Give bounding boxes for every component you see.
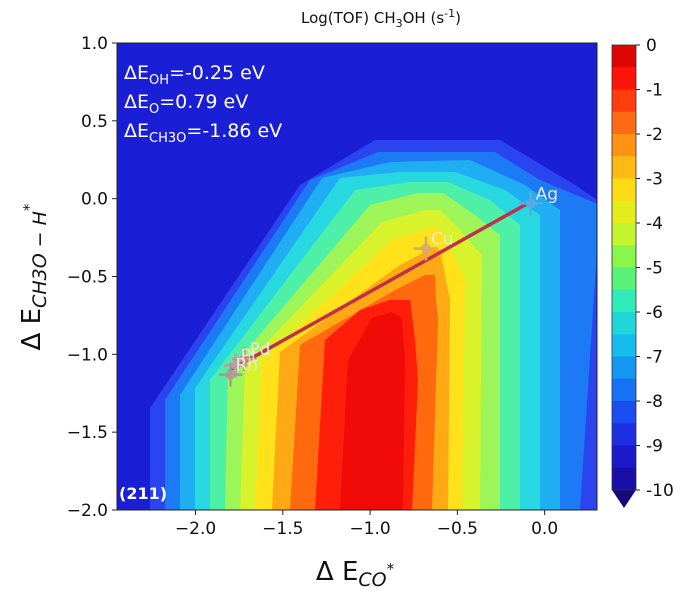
colorbar-extend-arrow bbox=[612, 490, 636, 508]
x-tick-label: −1.5 bbox=[262, 519, 303, 539]
colorbar-segment bbox=[612, 378, 636, 402]
y-tick-label: −1.0 bbox=[67, 345, 108, 365]
colorbar-segment bbox=[612, 89, 636, 113]
colorbar-segment bbox=[612, 467, 636, 491]
colorbar-segment bbox=[612, 445, 636, 469]
colorbar-segment bbox=[612, 245, 636, 268]
y-tick-label: 1.0 bbox=[81, 34, 108, 54]
x-tick-label: 0.0 bbox=[531, 519, 558, 539]
colorbar-segment bbox=[612, 423, 636, 446]
metal-label: Cu bbox=[431, 229, 454, 249]
metal-point-rh: Rh bbox=[218, 356, 258, 387]
y-tick-label: −2.0 bbox=[67, 501, 108, 521]
metal-marker bbox=[225, 369, 236, 380]
colorbar-tick-label: -3 bbox=[646, 170, 663, 190]
scaling-line-group bbox=[228, 200, 533, 372]
y-tick-label: −1.5 bbox=[67, 423, 108, 443]
colorbar bbox=[611, 44, 637, 508]
facet-label: (211) bbox=[119, 484, 167, 503]
colorbar-tick-label: -10 bbox=[646, 481, 674, 501]
colorbar-segment bbox=[612, 289, 636, 313]
heatmap-contours bbox=[150, 140, 597, 510]
y-tick-label: 0.0 bbox=[81, 190, 108, 210]
colorbar-segment bbox=[612, 267, 636, 291]
x-axis-label: Δ ECO* bbox=[316, 557, 395, 591]
colorbar-segment bbox=[612, 334, 636, 357]
metal-marker bbox=[230, 360, 241, 371]
colorbar-segment bbox=[612, 312, 636, 335]
metal-marker bbox=[525, 198, 536, 209]
contour-core bbox=[340, 312, 405, 510]
y-axis-label: Δ ECH3O − H* bbox=[17, 203, 51, 350]
colorbar-tick-label: -5 bbox=[646, 259, 663, 279]
colorbar-segment bbox=[612, 223, 636, 246]
annotation-oh: ΔEOH=-0.25 eV bbox=[124, 62, 265, 88]
x-axis-ticks: −2.0 −1.5 −1.0 −0.5 0.0 bbox=[175, 510, 558, 539]
colorbar-segment bbox=[612, 356, 636, 380]
metal-marker bbox=[239, 354, 250, 365]
metal-point-ag: Ag bbox=[518, 184, 558, 216]
colorbar-segment bbox=[612, 178, 636, 202]
x-tick-label: −0.5 bbox=[437, 519, 478, 539]
scaling-line bbox=[228, 200, 533, 372]
annotation-o: ΔEO=0.79 eV bbox=[124, 91, 248, 117]
y-tick-label: −0.5 bbox=[67, 268, 108, 288]
colorbar-tick-label: 0 bbox=[646, 36, 657, 56]
colorbar-tick-label: -7 bbox=[646, 348, 663, 368]
y-axis-ticks: 1.0 0.5 0.0 −0.5 −1.0 −1.5 −2.0 bbox=[67, 34, 117, 521]
metal-label: Rh bbox=[235, 356, 258, 376]
colorbar-tick-label: -2 bbox=[646, 125, 663, 145]
colorbar-ticks: 0 -1 -2 -3 -4 -5 -6 -7 -8 -9 -10 bbox=[636, 36, 674, 501]
metal-point-cu: Cu bbox=[413, 229, 454, 261]
colorbar-tick-label: -6 bbox=[646, 303, 663, 323]
energy-annotations: ΔEOH=-0.25 eV ΔEO=0.79 eV ΔECH3O=-1.86 e… bbox=[124, 62, 282, 146]
colorbar-segment bbox=[612, 200, 636, 224]
colorbar-tick-label: -9 bbox=[646, 437, 663, 457]
x-tick-label: −2.0 bbox=[175, 519, 216, 539]
colorbar-tick-label: -8 bbox=[646, 392, 663, 412]
colorbar-segment bbox=[612, 134, 636, 157]
colorbar-segment bbox=[612, 111, 636, 135]
colorbar-segment bbox=[612, 401, 636, 424]
x-tick-label: −1.0 bbox=[349, 519, 390, 539]
chart-title: Log(TOF) CH3OH (s-1) bbox=[301, 7, 461, 30]
metal-point-pt: Pt bbox=[223, 346, 258, 378]
annotation-ch3o: ΔECH3O=-1.86 eV bbox=[124, 120, 282, 146]
y-tick-label: 0.5 bbox=[81, 112, 108, 132]
metal-marker bbox=[420, 243, 431, 254]
colorbar-segment bbox=[612, 67, 636, 90]
metal-label: Pt bbox=[241, 346, 258, 366]
colorbar-segment bbox=[612, 45, 636, 68]
colorbar-segment bbox=[612, 156, 636, 179]
metal-label: Ag bbox=[536, 184, 558, 204]
colorbar-tick-label: -4 bbox=[646, 214, 663, 234]
colorbar-tick-label: -1 bbox=[646, 81, 663, 101]
metal-label: Pd bbox=[249, 340, 270, 360]
